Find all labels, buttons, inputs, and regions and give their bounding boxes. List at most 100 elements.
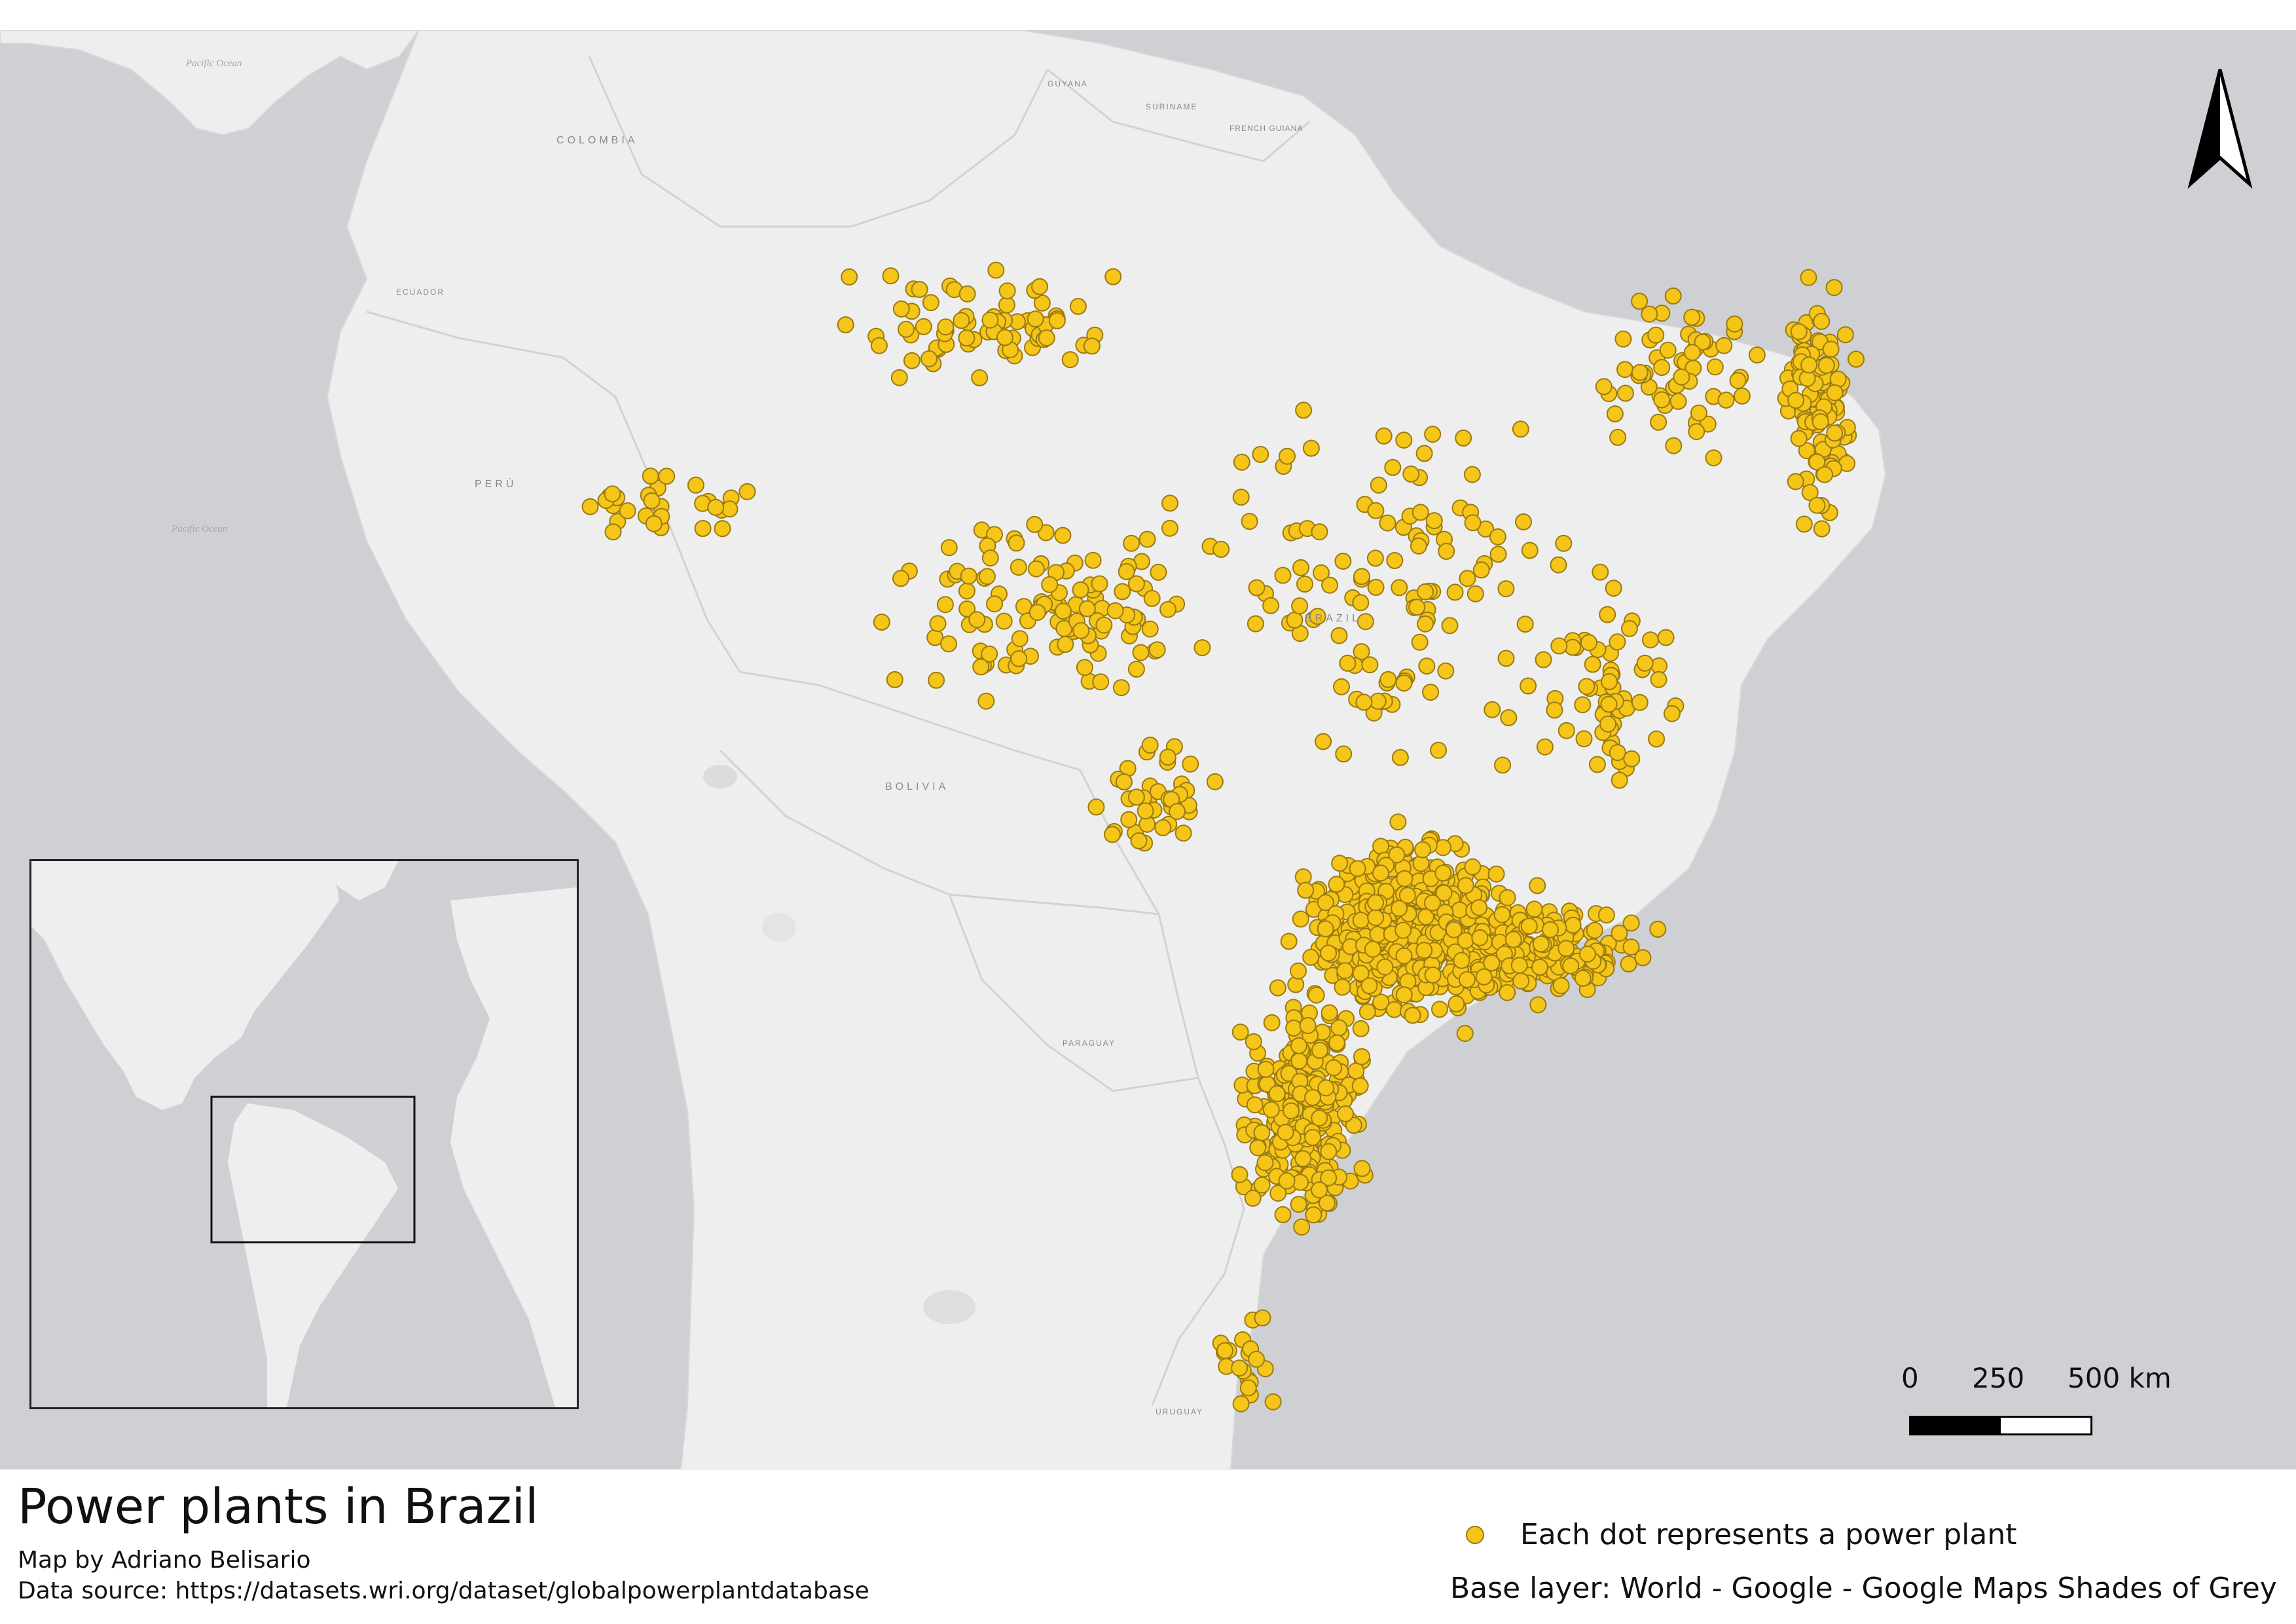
power-plant-dot [1424,967,1442,984]
power-plant-dot [1391,748,1409,766]
power-plant-dot [1817,357,1835,374]
power-plant-dot [1130,832,1148,849]
power-plant-dot [1552,977,1570,995]
power-plant-dot [978,568,996,585]
power-plant-dot [1487,865,1505,883]
power-plant-dot [1395,947,1413,965]
power-plant-dot [1472,561,1490,579]
power-plant-dot [714,520,731,538]
power-plant-dot [1558,940,1575,957]
power-plant-dot [1008,534,1025,552]
power-plant-dot [1331,855,1349,872]
power-plant-dot [1622,914,1640,932]
power-plant-dot [1411,633,1429,651]
power-plant-dot [1664,287,1682,304]
power-plant-dot [1257,1061,1275,1078]
power-plant-dot [1010,559,1027,576]
power-plant-dot [1057,636,1074,653]
power-plant-dot [1623,750,1641,767]
power-plant-dot [953,312,970,329]
power-plant-dot [1694,333,1711,351]
power-plant-dot [1328,876,1345,893]
power-plant-dot [1388,846,1406,864]
power-plant-dot [1072,622,1090,639]
power-plant-dot [1688,423,1705,441]
power-plant-dot [1294,1150,1312,1168]
power-plant-dot [1580,634,1597,652]
power-plant-dot [1325,1059,1343,1077]
power-plant-dot [1264,1393,1282,1411]
power-plant-dot [1161,494,1178,512]
power-plant-dot [1801,484,1819,501]
power-plant-dot [1104,826,1121,843]
power-plant-dot [1550,556,1567,574]
power-plant-dot [1398,887,1416,904]
power-plant-dot [1463,466,1481,483]
scale-label-250: 250 [1972,1362,2025,1394]
power-plant-dot [903,352,920,369]
power-plant-dot [1620,955,1637,972]
power-plant-dot [1137,802,1154,820]
power-plant-dot [1212,540,1230,558]
base-layer-credit: Base layer: World - Google - Google Maps… [1450,1572,2277,1605]
power-plant-dot [1424,894,1441,912]
power-plant-dot [1345,1116,1362,1134]
power-plant-dot [1127,575,1145,593]
power-plant-dot [1812,413,1829,430]
power-plant-dot [1118,563,1135,580]
power-plant-dot [1385,1001,1403,1018]
power-plant-dot [1038,329,1055,346]
power-plant-dot [1317,920,1334,938]
power-plant-dot [1500,709,1518,726]
inset-greenland [319,861,398,900]
power-plant-dot [581,498,599,515]
power-plant-dot [1848,350,1865,368]
power-plant-dot [1320,1169,1338,1187]
power-plant-dot [1520,677,1537,695]
power-plant-dot [1333,678,1350,695]
power-plant-dot [1813,520,1831,538]
power-plant-dot [1256,1154,1274,1172]
power-plant-dot [1114,583,1131,600]
power-plant-dot [1684,344,1701,361]
power-plant-dot [1033,294,1051,312]
power-plant-dot [1357,613,1374,631]
power-plant-dot [1395,674,1413,692]
power-plant-dot [1055,602,1072,620]
patagonia-lake-icon [923,1290,975,1324]
power-plant-dot [1302,439,1320,457]
power-plant-dot [1631,363,1649,381]
main-map[interactable]: COLOMBIA GUYANA SURINAME FRENCH GUIANA E… [0,30,2296,1469]
power-plant-dot [940,539,958,557]
power-plant-dot [1497,650,1515,667]
power-plant-dot [1352,594,1370,612]
power-plant-dot [1364,940,1381,958]
power-plant-dot [1464,514,1482,532]
power-plant-dot [940,635,957,653]
power-plant-dot [1457,877,1474,895]
power-plant-dot [1095,616,1113,634]
power-plant-dot [738,483,756,500]
power-plant-dot [1330,1019,1348,1037]
power-plant-dot [1335,745,1353,763]
power-plant-dot [1194,639,1211,657]
power-plant-dot [1313,564,1330,581]
power-plant-dot [1248,579,1266,597]
power-plant-dot [1516,616,1534,633]
power-plant-dot [1143,589,1161,607]
power-plant-dot [1586,921,1603,939]
power-plant-dot [1558,722,1575,739]
power-plant-dot [1584,655,1601,673]
power-plant-dot [1037,524,1055,542]
power-plant-dot [1417,615,1434,633]
power-plant-dot [1653,359,1671,377]
power-plant-dot [1245,1033,1262,1050]
power-plant-dot [929,615,947,633]
power-plant-dot [1375,427,1393,445]
power-plant-dot [1269,979,1286,997]
power-plant-dot [1822,341,1840,358]
power-plant-dot [1280,932,1298,950]
power-plant-dot [1445,921,1463,938]
country-label-uruguay: URUGUAY [1156,1407,1204,1416]
power-plant-dot [1366,549,1384,567]
